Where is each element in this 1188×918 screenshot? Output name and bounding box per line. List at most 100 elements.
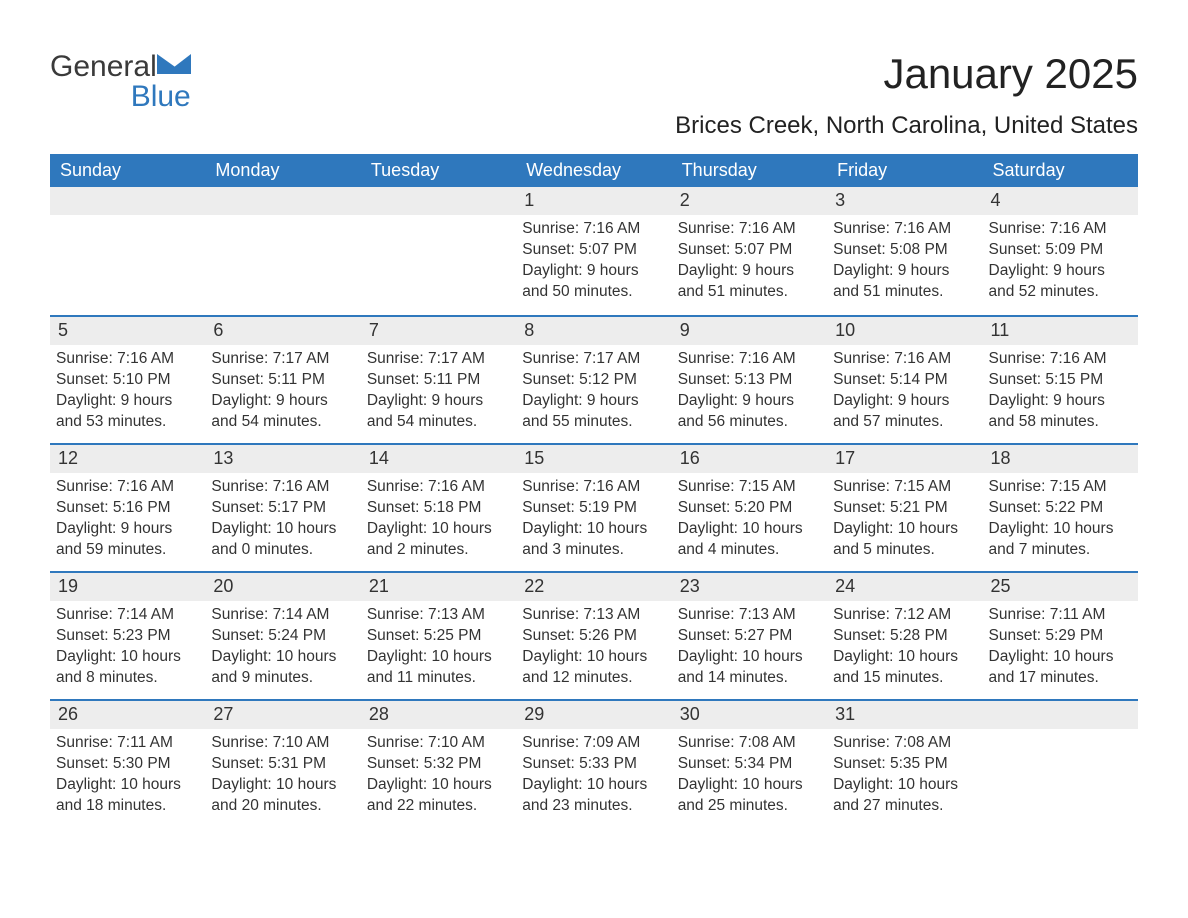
day-body: Sunrise: 7:16 AMSunset: 5:07 PMDaylight:… [672,215,827,313]
day-sunset: Sunset: 5:23 PM [56,626,199,647]
day-body [983,729,1138,809]
weekday-header: Monday [205,154,360,187]
calendar-day: 29Sunrise: 7:09 AMSunset: 5:33 PMDayligh… [516,701,671,827]
day-day2: and 12 minutes. [522,668,665,689]
day-day1: Daylight: 9 hours [678,261,821,282]
day-sunset: Sunset: 5:17 PM [211,498,354,519]
day-day1: Daylight: 10 hours [522,519,665,540]
calendar-day: 15Sunrise: 7:16 AMSunset: 5:19 PMDayligh… [516,445,671,571]
calendar-day: 14Sunrise: 7:16 AMSunset: 5:18 PMDayligh… [361,445,516,571]
day-body: Sunrise: 7:11 AMSunset: 5:30 PMDaylight:… [50,729,205,827]
day-sunset: Sunset: 5:15 PM [989,370,1132,391]
day-sunset: Sunset: 5:26 PM [522,626,665,647]
brand-word-1: General [50,50,157,83]
day-number: 18 [983,445,1138,473]
title-block: January 2025 Brices Creek, North Carolin… [675,50,1138,140]
day-day1: Daylight: 10 hours [989,647,1132,668]
day-sunset: Sunset: 5:07 PM [678,240,821,261]
day-day1: Daylight: 10 hours [833,775,976,796]
day-body: Sunrise: 7:17 AMSunset: 5:11 PMDaylight:… [205,345,360,443]
day-sunrise: Sunrise: 7:11 AM [56,733,199,754]
day-sunrise: Sunrise: 7:17 AM [522,349,665,370]
day-sunrise: Sunrise: 7:17 AM [367,349,510,370]
day-body: Sunrise: 7:16 AMSunset: 5:17 PMDaylight:… [205,473,360,571]
day-sunset: Sunset: 5:22 PM [989,498,1132,519]
calendar-day: 12Sunrise: 7:16 AMSunset: 5:16 PMDayligh… [50,445,205,571]
day-body: Sunrise: 7:13 AMSunset: 5:26 PMDaylight:… [516,601,671,699]
day-sunrise: Sunrise: 7:13 AM [678,605,821,626]
day-number: 27 [205,701,360,729]
day-number: 8 [516,317,671,345]
day-day1: Daylight: 9 hours [211,391,354,412]
day-day1: Daylight: 10 hours [522,775,665,796]
day-body: Sunrise: 7:08 AMSunset: 5:34 PMDaylight:… [672,729,827,827]
calendar-day [50,187,205,315]
day-day2: and 9 minutes. [211,668,354,689]
calendar-day: 1Sunrise: 7:16 AMSunset: 5:07 PMDaylight… [516,187,671,315]
day-sunrise: Sunrise: 7:16 AM [833,349,976,370]
day-body [205,215,360,295]
day-sunset: Sunset: 5:30 PM [56,754,199,775]
day-sunrise: Sunrise: 7:16 AM [56,477,199,498]
calendar-day: 16Sunrise: 7:15 AMSunset: 5:20 PMDayligh… [672,445,827,571]
day-number: 16 [672,445,827,473]
day-day2: and 52 minutes. [989,282,1132,303]
calendar-week: 12Sunrise: 7:16 AMSunset: 5:16 PMDayligh… [50,443,1138,571]
day-body: Sunrise: 7:10 AMSunset: 5:31 PMDaylight:… [205,729,360,827]
day-number: 25 [983,573,1138,601]
day-sunrise: Sunrise: 7:10 AM [367,733,510,754]
calendar-day: 25Sunrise: 7:11 AMSunset: 5:29 PMDayligh… [983,573,1138,699]
day-day2: and 0 minutes. [211,540,354,561]
calendar-day: 23Sunrise: 7:13 AMSunset: 5:27 PMDayligh… [672,573,827,699]
day-number: 22 [516,573,671,601]
day-day2: and 22 minutes. [367,796,510,817]
day-number: 28 [361,701,516,729]
day-sunset: Sunset: 5:24 PM [211,626,354,647]
day-day1: Daylight: 10 hours [678,775,821,796]
day-sunset: Sunset: 5:18 PM [367,498,510,519]
day-day2: and 7 minutes. [989,540,1132,561]
day-day1: Daylight: 10 hours [211,519,354,540]
day-body: Sunrise: 7:16 AMSunset: 5:19 PMDaylight:… [516,473,671,571]
day-number: 23 [672,573,827,601]
month-title: January 2025 [675,50,1138,98]
day-sunset: Sunset: 5:11 PM [367,370,510,391]
day-sunrise: Sunrise: 7:15 AM [678,477,821,498]
day-body: Sunrise: 7:09 AMSunset: 5:33 PMDaylight:… [516,729,671,827]
location-subtitle: Brices Creek, North Carolina, United Sta… [675,112,1138,140]
day-day1: Daylight: 10 hours [56,647,199,668]
day-sunset: Sunset: 5:33 PM [522,754,665,775]
day-sunset: Sunset: 5:20 PM [678,498,821,519]
day-body: Sunrise: 7:16 AMSunset: 5:09 PMDaylight:… [983,215,1138,313]
day-day2: and 3 minutes. [522,540,665,561]
day-body [361,215,516,295]
day-body: Sunrise: 7:16 AMSunset: 5:18 PMDaylight:… [361,473,516,571]
day-sunset: Sunset: 5:28 PM [833,626,976,647]
day-sunset: Sunset: 5:11 PM [211,370,354,391]
calendar-day: 8Sunrise: 7:17 AMSunset: 5:12 PMDaylight… [516,317,671,443]
weekday-header: Friday [827,154,982,187]
day-body: Sunrise: 7:11 AMSunset: 5:29 PMDaylight:… [983,601,1138,699]
day-number: 26 [50,701,205,729]
day-day1: Daylight: 9 hours [989,391,1132,412]
day-sunrise: Sunrise: 7:13 AM [522,605,665,626]
day-number: 20 [205,573,360,601]
day-day1: Daylight: 10 hours [678,647,821,668]
day-sunrise: Sunrise: 7:13 AM [367,605,510,626]
day-sunrise: Sunrise: 7:12 AM [833,605,976,626]
day-sunrise: Sunrise: 7:15 AM [989,477,1132,498]
day-body: Sunrise: 7:13 AMSunset: 5:25 PMDaylight:… [361,601,516,699]
day-number: 30 [672,701,827,729]
day-sunset: Sunset: 5:32 PM [367,754,510,775]
day-sunrise: Sunrise: 7:16 AM [367,477,510,498]
day-day2: and 57 minutes. [833,412,976,433]
day-number: 24 [827,573,982,601]
day-sunset: Sunset: 5:34 PM [678,754,821,775]
day-number: 9 [672,317,827,345]
calendar-day [361,187,516,315]
calendar-day: 18Sunrise: 7:15 AMSunset: 5:22 PMDayligh… [983,445,1138,571]
day-day1: Daylight: 9 hours [522,261,665,282]
day-body: Sunrise: 7:15 AMSunset: 5:20 PMDaylight:… [672,473,827,571]
day-sunset: Sunset: 5:31 PM [211,754,354,775]
day-body [50,215,205,295]
